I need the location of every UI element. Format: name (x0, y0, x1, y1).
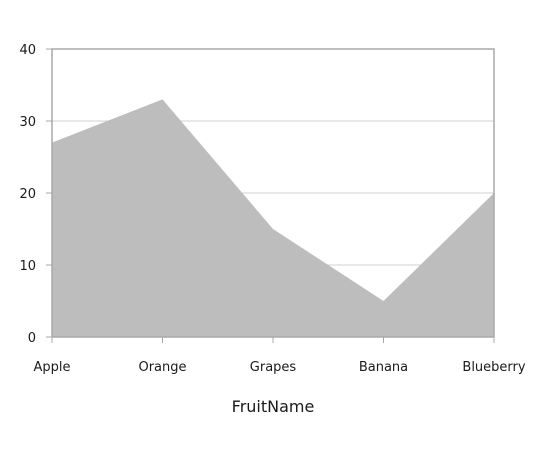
y-tick-label: 0 (28, 331, 36, 346)
x-tick-label: Blueberry (462, 360, 525, 375)
x-tick-label: Apple (33, 360, 70, 375)
x-tick-label: Grapes (250, 360, 297, 375)
area-fill (52, 99, 494, 338)
axes (46, 48, 495, 343)
series-area (52, 99, 494, 338)
x-axis-title: FruitName (232, 397, 315, 416)
y-tick-label: 20 (19, 187, 36, 202)
x-tick-label: Orange (138, 360, 186, 375)
y-tick-label: 30 (19, 115, 36, 130)
y-tick-label: 10 (19, 259, 36, 274)
x-tick-label: Banana (359, 360, 408, 375)
tick-labels: 0 10 20 30 40 Apple Orange Grapes Banana Blueberr… (19, 43, 525, 375)
plot-border (51, 48, 495, 337)
y-tick-label: 40 (19, 43, 36, 58)
